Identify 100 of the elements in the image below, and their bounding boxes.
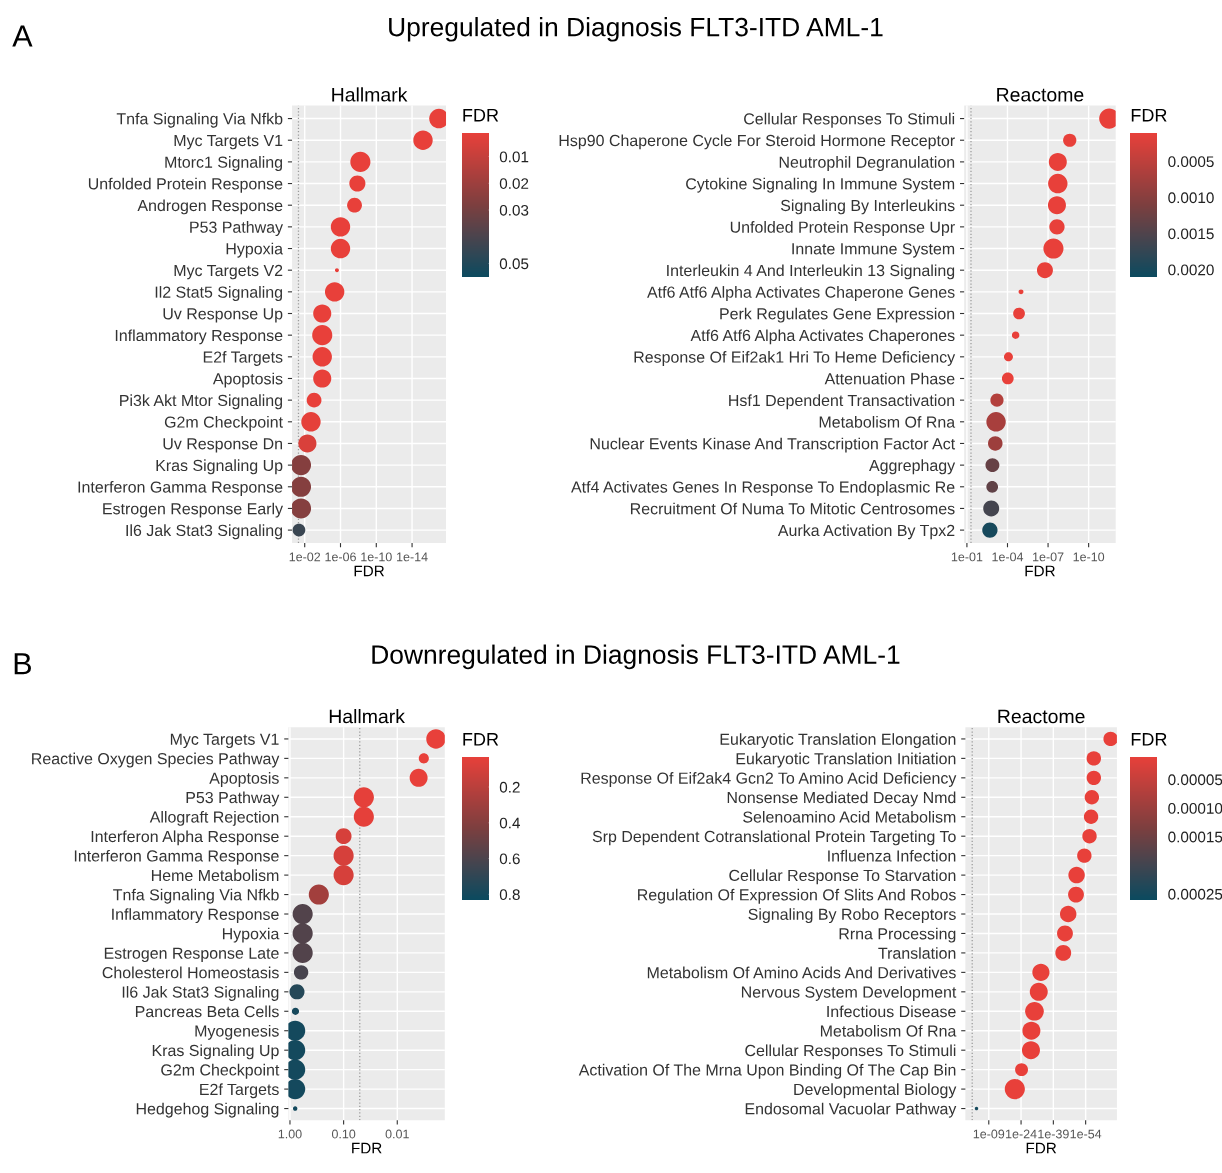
x-tick-label: 1e-04 [992, 552, 1024, 562]
x-tick-label: 0.10 [331, 1129, 356, 1139]
y-tick-label: Estrogen Response Late [104, 947, 279, 963]
y-tick-label: Aggrephagy [869, 459, 956, 475]
y-tick-label: Selenoamino Acid Metabolism [743, 810, 956, 823]
x-axis-title: FDR [1026, 1142, 1057, 1154]
y-tick-label: Developmental Biology [794, 1083, 957, 1099]
color-bar-label: 0.03 [499, 204, 529, 216]
y-tick-label: Interferon Alpha Response [91, 830, 279, 846]
color-bar-label: 0.0015 [1168, 228, 1214, 240]
color-bar-label: 0.8 [499, 889, 520, 901]
color-bar-label: 0.05 [499, 258, 529, 270]
y-tick-label: Response Of Eif2ak4 Gcn2 To Amino Acid Deficiency [581, 772, 957, 787]
color-bar-label: 0.2 [499, 781, 520, 793]
y-tick-label: Il6 Jak Stat3 Signaling [122, 986, 279, 1001]
y-tick-label: Metabolism Of Rna [820, 1024, 957, 1037]
y-tick-label: Neutrophil Degranulation [779, 156, 955, 171]
y-tick-label: Tnfa Signaling Via Nfkb [113, 888, 279, 904]
y-tick-label: Nonsense Mediated Decay Nmd [727, 791, 956, 807]
y-tick-label: Hedgehog Signaling [136, 1102, 279, 1118]
y-tick-label: Recruitment Of Numa To Mitotic Centrosomes [630, 502, 955, 515]
x-axis-title: FDR [352, 1142, 382, 1154]
y-tick-label: Kras Signaling Up [152, 1044, 279, 1060]
x-tick-label: 1e-10 [361, 552, 392, 562]
y-tick-label: Activation Of The Mrna Upon Binding Of The Cap Bin [578, 1063, 956, 1079]
y-tick-label: Allograft Rejection [149, 810, 279, 826]
y-tick-label: Myc Targets V1 [174, 135, 283, 150]
color-bar-title: FDR [1131, 109, 1167, 122]
color-bar-label: 0.0010 [1168, 192, 1214, 204]
y-tick-label: E2f Targets [203, 351, 283, 366]
x-axis-title: FDR [1025, 565, 1055, 577]
y-tick-label: Cytokine Signaling In Immune System [686, 177, 955, 193]
y-tick-label: Nervous System Development [741, 986, 957, 1001]
y-tick-label: Hsf1 Dependent Transactivation [729, 394, 955, 410]
y-tick-label: Hypoxia [222, 927, 280, 943]
y-tick-label: Srp Dependent Cotranslational Protein Targeting To [592, 830, 956, 846]
color-bar-label: 0.6 [499, 853, 520, 865]
y-tick-label: Atf6 Atf6 Alpha Activates Chaperone Genes [647, 286, 955, 301]
color-bar-label: 0.00025 [1168, 888, 1222, 900]
y-tick-label: Metabolism Of Amino Acids And Derivatives [647, 966, 956, 979]
y-tick-label: Androgen Response [137, 199, 283, 215]
y-tick-label: Mtorc1 Signaling [165, 156, 283, 171]
y-tick-label: Heme Metabolism [151, 869, 279, 882]
y-tick-label: P53 Pathway [186, 791, 280, 807]
y-tick-label: Uv Response Dn [163, 438, 282, 453]
y-tick-label: Il2 Stat5 Signaling [155, 286, 283, 301]
color-bar-label: 0.00010 [1168, 802, 1222, 814]
y-tick-label: Translation [878, 947, 956, 959]
color-bar-label: 0.00015 [1168, 831, 1222, 843]
y-tick-label: Attenuation Phase [824, 372, 955, 385]
text: Upregulated in Diagnosis FLT3-ITD AML-1 [389, 17, 883, 42]
y-tick-label: Estrogen Response Early [103, 502, 284, 518]
y-tick-label: Inflammatory Response [112, 908, 279, 924]
y-tick-label: Myogenesis [195, 1024, 279, 1040]
color-bar-label: 0.02 [499, 178, 529, 189]
y-tick-label: Eukaryotic Translation Elongation [720, 733, 956, 749]
color-bar-title: FDR [463, 109, 499, 122]
y-tick-label: Myc Targets V1 [170, 733, 279, 749]
color-bar-title: FDR [463, 733, 499, 746]
y-tick-label: Kras Signaling Up [156, 459, 283, 475]
y-tick-label: Apoptosis [209, 772, 279, 787]
y-tick-label: Metabolism Of Rna [819, 416, 956, 428]
chart-title: Reactome [998, 709, 1085, 724]
color-bar-label: 0.00005 [1168, 774, 1222, 786]
x-tick-label: 1e-24 [1006, 1129, 1037, 1139]
y-tick-label: Interleukin 4 And Interleukin 13 Signaling [667, 264, 955, 280]
x-tick-label: 1.00 [278, 1129, 302, 1139]
x-tick-label: 1e-06 [325, 552, 356, 562]
y-tick-label: Eukaryotic Translation Initiation [736, 752, 956, 768]
x-tick-label: 1e-54 [1070, 1129, 1102, 1139]
y-tick-label: Signaling By Robo Receptors [748, 908, 956, 924]
y-tick-label: Inflammatory Response [115, 329, 283, 345]
y-tick-label: Response Of Eif2ak1 Hri To Heme Deficiency [634, 351, 956, 366]
color-bar-title: FDR [1131, 733, 1167, 746]
y-tick-label: Apoptosis [212, 372, 283, 388]
y-tick-label: Atf4 Activates Genes In Response To Endoplasmic Re [571, 481, 955, 496]
y-tick-label: Atf6 Atf6 Alpha Activates Chaperones [690, 329, 955, 345]
y-tick-label: Cellular Responses To Stimuli [745, 1044, 956, 1060]
y-tick-label: Influenza Infection [828, 849, 956, 862]
x-tick-label: 0.01 [385, 1129, 409, 1139]
x-tick-label: 1e-02 [289, 552, 321, 562]
color-bar-label: 0.0005 [1168, 156, 1214, 168]
y-tick-label: Interferon Gamma Response [78, 481, 283, 496]
y-tick-label: Infectious Disease [827, 1005, 956, 1018]
y-tick-label: Cellular Responses To Stimuli [744, 112, 955, 128]
chart-title: Hallmark [329, 709, 405, 724]
y-tick-label: Regulation Of Expression Of Slits And Robos [638, 888, 956, 904]
y-tick-label: Uv Response Up [163, 308, 283, 323]
text: A [12, 25, 33, 47]
y-tick-label: Cholesterol Homeostasis [102, 966, 279, 979]
y-tick-label: Tnfa Signaling Via Nfkb [116, 112, 283, 128]
x-tick-label: 1e-01 [951, 552, 983, 562]
y-tick-label: Pancreas Beta Cells [135, 1005, 279, 1018]
y-tick-label: Unfolded Protein Response Upr [730, 221, 955, 236]
y-tick-label: Reactive Oxygen Species Pathway [32, 752, 280, 768]
x-tick-label: 1e-10 [1073, 552, 1105, 562]
x-axis-title: FDR [354, 565, 385, 577]
y-tick-label: Myc Targets V2 [174, 264, 283, 280]
y-tick-label: Endosomal Vacuolar Pathway [745, 1102, 957, 1118]
y-tick-label: Signaling By Interleukins [780, 199, 955, 215]
